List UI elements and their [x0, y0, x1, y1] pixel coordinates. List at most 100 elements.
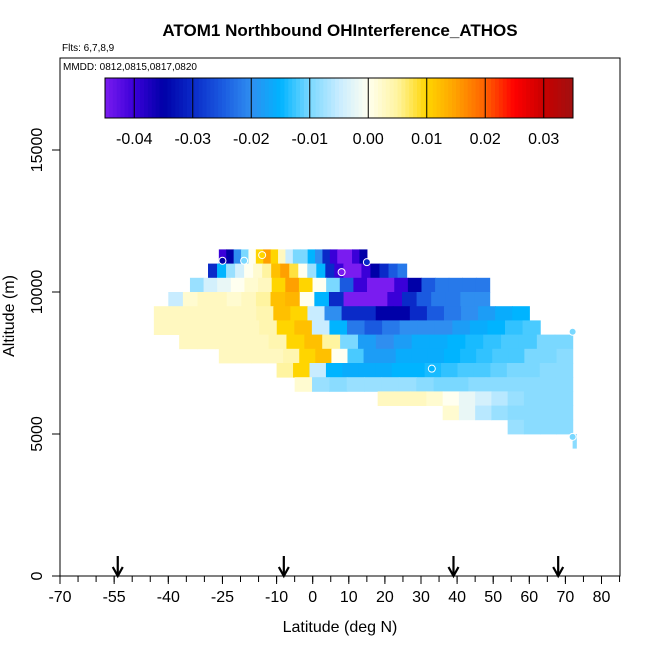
colorbar-segment [319, 78, 324, 118]
heat-cell [359, 249, 368, 264]
x-tick-label: 30 [412, 589, 430, 606]
heat-cell [474, 292, 491, 307]
heat-cell [478, 306, 496, 321]
heat-cell [218, 348, 236, 364]
heat-cell [315, 348, 333, 364]
heat-cell [343, 292, 359, 307]
colorbar-segment [253, 78, 258, 118]
heat-cell [270, 292, 286, 307]
y-tick-label: 5000 [29, 416, 46, 452]
heat-cell [226, 292, 242, 307]
heat-cell [416, 292, 432, 307]
x-tick-label: -10 [265, 589, 288, 606]
heat-cell [492, 348, 509, 364]
colorbar-segment [420, 78, 426, 118]
colorbar-segment [381, 78, 387, 118]
x-tick-label: 20 [376, 589, 394, 606]
heat-cell [442, 391, 460, 406]
colorbar-segment [300, 78, 305, 118]
colorbar-segment [128, 78, 133, 118]
heat-cell [458, 391, 476, 406]
heat-cell [241, 292, 257, 307]
x-tick-label: -40 [157, 589, 180, 606]
heat-cell [352, 249, 361, 264]
colorbar-segment [339, 78, 344, 118]
colorbar-segment [487, 78, 492, 118]
chart-title: ATOM1 Northbound OHInterference_ATHOS [162, 21, 517, 40]
heat-cell [512, 306, 530, 321]
heat-cell [314, 292, 330, 307]
heat-cell [540, 391, 557, 406]
heat-cell [222, 306, 240, 321]
colorbar-segment [136, 78, 141, 118]
heat-cell [329, 377, 348, 392]
heat-cell [410, 391, 428, 406]
colorbar-segment [495, 78, 500, 118]
colorbar-segment [163, 78, 168, 118]
heat-cell [393, 391, 411, 406]
colorbar-segment [506, 78, 512, 118]
data-marker [240, 256, 249, 265]
colorbar-segment [171, 78, 176, 118]
marker-layer [218, 251, 577, 441]
heat-cell [283, 348, 300, 364]
heat-cell [205, 306, 223, 321]
x-tick-label: -70 [48, 589, 71, 606]
heat-cell [197, 334, 216, 350]
heat-cell [507, 405, 525, 421]
colorbar-segment [179, 78, 184, 118]
colorbar-tick-label: -0.01 [292, 131, 329, 148]
heat-cell [503, 377, 522, 392]
colorbar-segment [147, 78, 153, 118]
y-axis: 0 5000 10000 15000 [29, 128, 60, 580]
colorbar-segment [206, 78, 211, 118]
data-marker [258, 251, 267, 260]
heat-cell [361, 263, 372, 279]
heat-cell [441, 363, 459, 378]
heat-cell [234, 348, 252, 364]
heat-cell [458, 405, 476, 421]
colorbar-segment [537, 78, 543, 118]
heat-cell [520, 377, 539, 392]
data-marker [568, 432, 577, 441]
x-tick-label: 0 [308, 589, 317, 606]
heat-cell [522, 320, 541, 335]
heat-cell [328, 292, 345, 307]
heat-cell [340, 334, 359, 350]
heat-cell [475, 277, 491, 293]
colorbar-tick-label: 0.02 [470, 131, 501, 148]
colorbar-segment [311, 78, 317, 118]
colorbar-segment [401, 78, 406, 118]
heat-cell [325, 263, 335, 279]
heat-cell [487, 320, 506, 335]
colorbar-segment [116, 78, 122, 118]
heat-cell [299, 348, 316, 364]
heat-cell [329, 249, 338, 264]
heat-cell [469, 320, 489, 335]
colorbar-segment [210, 78, 215, 118]
heat-cell [224, 320, 243, 335]
heat-cell [445, 292, 461, 307]
heat-cell [293, 363, 311, 378]
heat-cell [370, 263, 381, 279]
heat-cell [523, 405, 541, 421]
heat-cell [307, 249, 316, 264]
heat-cell [262, 263, 272, 279]
data-marker [362, 258, 371, 267]
x-tick-label: 10 [340, 589, 358, 606]
heat-cell [475, 405, 492, 421]
heat-cell [268, 334, 288, 350]
heat-cell [285, 277, 300, 293]
colorbar-segment [315, 78, 320, 118]
colorbar-segment [323, 78, 328, 118]
heat-cell [473, 363, 491, 378]
heat-cell [309, 363, 327, 378]
heat-cell [187, 306, 206, 321]
heat-cell [452, 320, 471, 335]
colorbar-segment [222, 78, 227, 118]
colorbar-tick-label: -0.03 [175, 131, 212, 148]
colorbar-segment [502, 78, 508, 118]
colorbar-segment [331, 78, 336, 118]
heat-cell [431, 292, 447, 307]
colorbar-segment [198, 78, 203, 118]
